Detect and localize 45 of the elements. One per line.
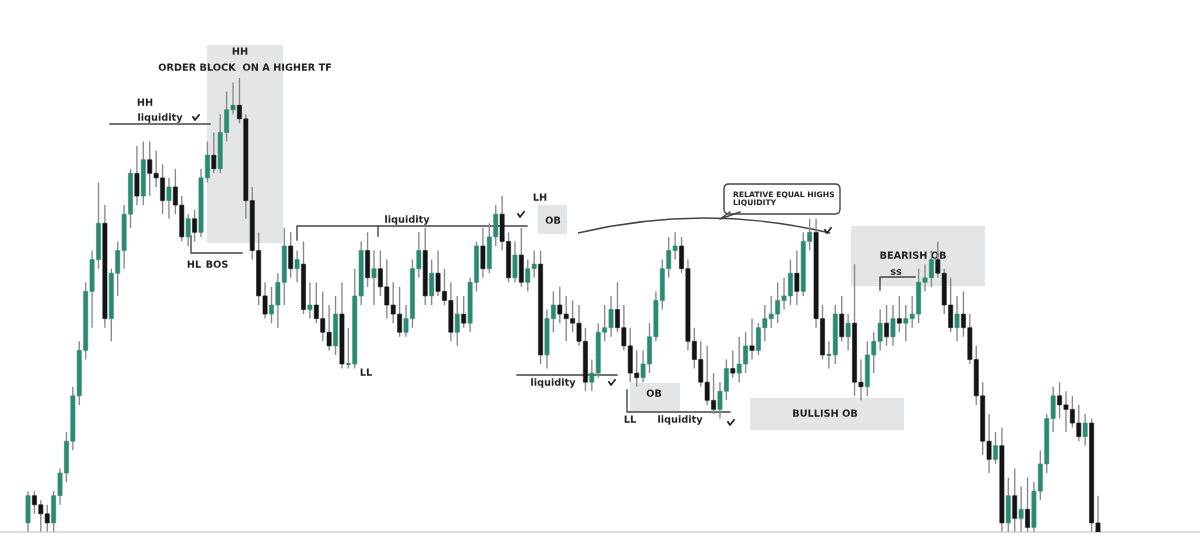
candlestick	[429, 258, 435, 306]
annotation: HL	[187, 260, 201, 268]
candlestick	[307, 281, 313, 320]
annotation: liquidity	[531, 378, 576, 388]
candlestick	[371, 249, 377, 306]
candlestick	[1082, 413, 1088, 447]
candlestick	[211, 131, 217, 175]
candlestick	[454, 295, 460, 347]
candlestick	[185, 213, 191, 247]
candlestick	[288, 231, 294, 279]
candlestick	[166, 177, 172, 220]
candlestick	[896, 295, 902, 333]
annotation: LL	[360, 368, 372, 376]
candlestick	[794, 249, 800, 306]
annotation: HH	[137, 98, 153, 106]
annotation: OB	[545, 216, 561, 224]
candlestick	[1018, 485, 1024, 532]
annotation: liquidity	[138, 113, 183, 123]
candlestick	[294, 249, 300, 283]
candlestick	[890, 304, 896, 347]
candlestick	[730, 349, 736, 379]
text: ORDER BLOCK ON A HIGHER TF	[158, 63, 331, 71]
candlestick	[749, 317, 755, 361]
candlestick	[1025, 476, 1030, 532]
annotation: liquidity	[658, 415, 703, 425]
candlestick	[461, 295, 467, 329]
candlestick	[512, 240, 518, 283]
candlestick	[134, 145, 140, 206]
annotation: ss	[890, 269, 902, 275]
candlestick	[1012, 467, 1018, 532]
annotation: BEARISH OB	[880, 251, 946, 259]
annotation: BOS	[206, 260, 228, 268]
text: HH	[232, 47, 248, 55]
candlestick	[993, 431, 998, 465]
candlestick	[954, 295, 960, 343]
candlestick	[839, 295, 845, 343]
annotation: LL	[624, 415, 636, 423]
annotation: liquidity	[385, 215, 430, 225]
annotation: BULLISH OB	[793, 409, 858, 417]
candlestick	[480, 227, 486, 279]
candlestick	[845, 313, 851, 352]
annotation: OB	[646, 389, 662, 397]
annotation: LH	[533, 193, 547, 201]
candlestick	[192, 208, 197, 243]
candlestick	[884, 304, 889, 347]
